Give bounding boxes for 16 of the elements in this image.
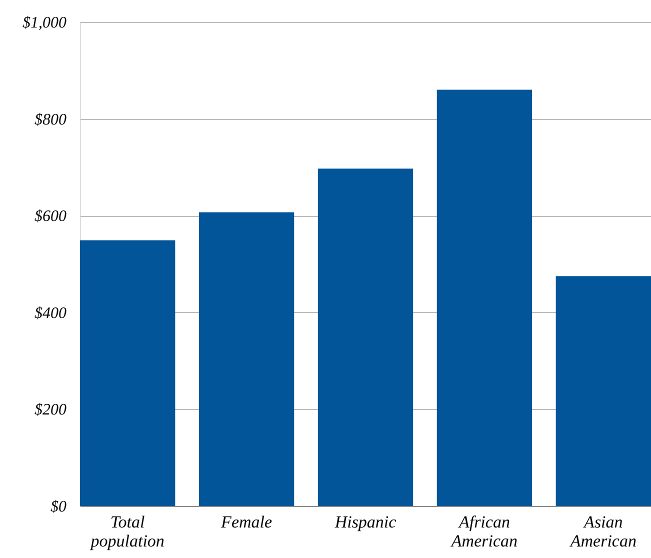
x-tick-label: Asian American xyxy=(569,512,636,550)
bar xyxy=(318,168,414,506)
x-tick-label: Total population xyxy=(90,512,164,550)
y-tick-label: $600 xyxy=(34,208,66,226)
bar xyxy=(80,240,176,506)
y-tick-label: $0 xyxy=(50,498,66,516)
x-tick-label: African American xyxy=(450,512,518,550)
y-tick-label: $800 xyxy=(34,111,66,128)
bar xyxy=(436,90,532,506)
y-tick-label: $200 xyxy=(34,402,66,419)
x-tick-label: Hispanic xyxy=(334,512,397,532)
x-tick-label: Female xyxy=(220,512,272,532)
bar xyxy=(556,276,651,506)
y-tick-label: $1,000 xyxy=(22,14,66,32)
y-tick-label: $400 xyxy=(34,304,66,322)
bar xyxy=(198,212,294,506)
